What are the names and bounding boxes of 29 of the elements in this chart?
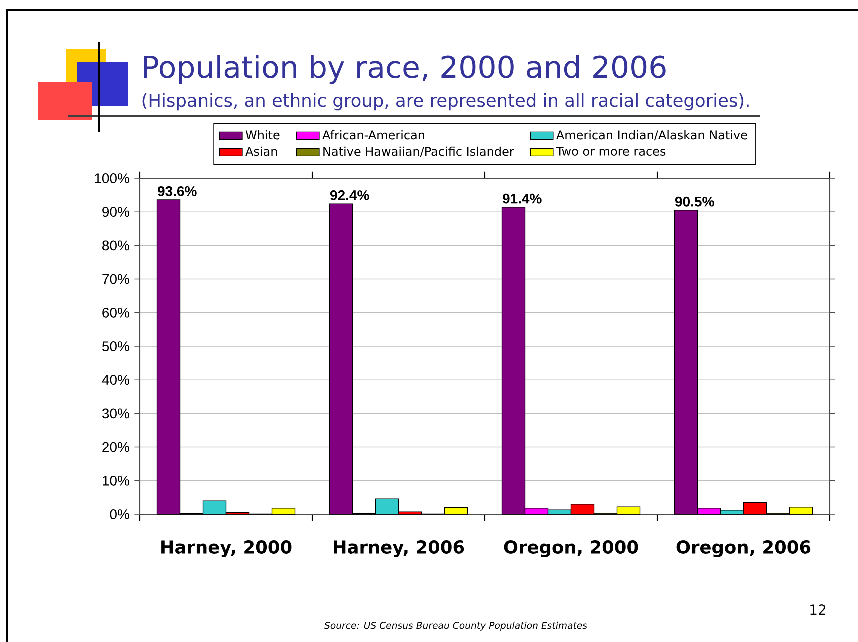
legend-label: American Indian/Alaskan Native — [556, 130, 748, 141]
text: 12 — [810, 604, 826, 615]
legend-label: Asian — [246, 146, 278, 156]
legend-label: Two or more races — [556, 147, 666, 156]
legend-label: Native Hawaiian/Pacific Islander — [324, 146, 514, 158]
y-tick-label: 100% — [95, 174, 130, 184]
y-tick-label: 10% — [103, 476, 130, 486]
x-tick-label: Harney, 2000 — [162, 540, 292, 558]
y-tick-label: 40% — [102, 375, 130, 386]
y-tick-label: 50% — [102, 342, 130, 352]
y-tick-label: 20% — [102, 442, 130, 452]
legend-label: White — [246, 130, 280, 140]
y-tick-label: 90% — [102, 207, 130, 218]
data-label: 92.4% — [330, 190, 370, 200]
y-tick-label: 0% — [110, 510, 130, 520]
y-tick-label: 30% — [102, 408, 130, 419]
source-note: Source: US Census Bureau County Population Estimates — [324, 622, 588, 631]
x-tick-label: Oregon, 2006 — [676, 540, 811, 558]
x-tick-label: Harney, 2006 — [334, 540, 464, 558]
y-tick-label: 80% — [102, 240, 130, 251]
data-label: 93.6% — [158, 186, 197, 196]
y-tick-label: 70% — [102, 274, 130, 284]
legend-label: African-American — [322, 130, 424, 140]
chart-subtitle: (Hispanics, an ethnic group, are represented in all racial categories). — [142, 94, 749, 111]
data-label: 91.4% — [503, 194, 542, 204]
data-label: 90.5% — [675, 196, 714, 207]
y-tick-label: 60% — [102, 308, 130, 318]
x-tick-label: Oregon, 2000 — [504, 540, 638, 558]
chart-title: Population by race, 2000 and 2006 — [144, 55, 666, 84]
